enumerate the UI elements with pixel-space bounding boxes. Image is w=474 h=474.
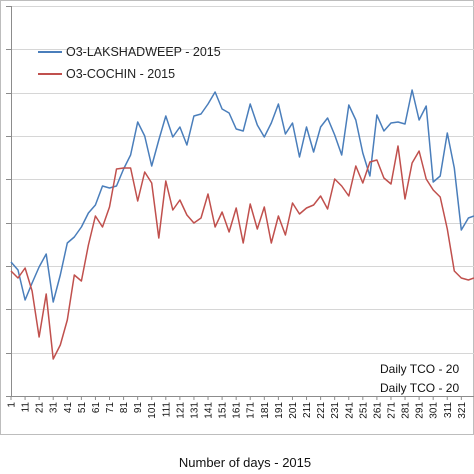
x-tick-label: 161 [232, 402, 243, 419]
x-tick-label: 141 [204, 402, 215, 419]
legend-label-lakshadweep: O3-LAKSHADWEEP - 2015 [66, 45, 221, 59]
x-tick-label: 101 [147, 402, 158, 419]
x-tick-label: 91 [133, 402, 144, 414]
x-tick-label: 211 [302, 402, 313, 418]
x-tick-label: 51 [77, 402, 88, 414]
x-tick-label: 1 [7, 402, 18, 408]
grid-lines [11, 6, 474, 354]
x-tick-label: 291 [415, 402, 426, 419]
x-tick-label: 41 [63, 402, 74, 414]
x-tick-label: 241 [344, 402, 355, 419]
x-tick-label: 321 [457, 402, 468, 419]
plot-axes [6, 6, 474, 397]
x-tick-label: 71 [105, 402, 116, 414]
x-tick-label: 31 [49, 402, 60, 414]
x-tick-label: 21 [35, 402, 46, 414]
x-tick-label: 261 [372, 402, 383, 419]
x-tick-label: 251 [358, 402, 369, 419]
x-tick-label: 181 [260, 402, 271, 419]
legend: O3-LAKSHADWEEP - 2015 O3-COCHIN - 2015 [38, 45, 221, 81]
x-tick-label: 221 [316, 402, 327, 419]
x-tick-label: 281 [401, 402, 412, 419]
x-axis-label: Number of days - 2015 [179, 455, 311, 470]
x-tick-label: 231 [330, 402, 341, 419]
series-line-cochin [10, 145, 474, 360]
annotation-notes: Daily TCO - 20 Daily TCO - 20 [380, 362, 459, 395]
legend-label-cochin: O3-COCHIN - 2015 [66, 67, 175, 81]
x-tick-label: 271 [386, 402, 397, 419]
series-lines [10, 89, 474, 360]
series-line-lakshadweep [10, 89, 474, 303]
x-tick-label: 11 [21, 402, 32, 413]
x-tick-label: 121 [175, 402, 186, 419]
x-tick-label: 151 [218, 402, 229, 419]
x-tick-label: 311 [443, 402, 454, 418]
x-tick-label: 131 [189, 402, 200, 419]
x-tick-label: 111 [161, 402, 172, 418]
x-tick-label: 171 [246, 402, 257, 419]
x-tick-label: 61 [91, 402, 102, 414]
x-tick-label: 301 [429, 402, 440, 419]
note-daily-tco-1: Daily TCO - 20 [380, 362, 459, 376]
x-tick-label: 191 [274, 402, 285, 419]
note-daily-tco-2: Daily TCO - 20 [380, 381, 459, 395]
x-tick-label: 81 [119, 402, 130, 414]
x-tick-labels: 1 11 21 31 41 51 61 71 81 91 101 111 121 131 141 151 161… [7, 396, 468, 419]
x-tick-label: 201 [288, 402, 299, 419]
